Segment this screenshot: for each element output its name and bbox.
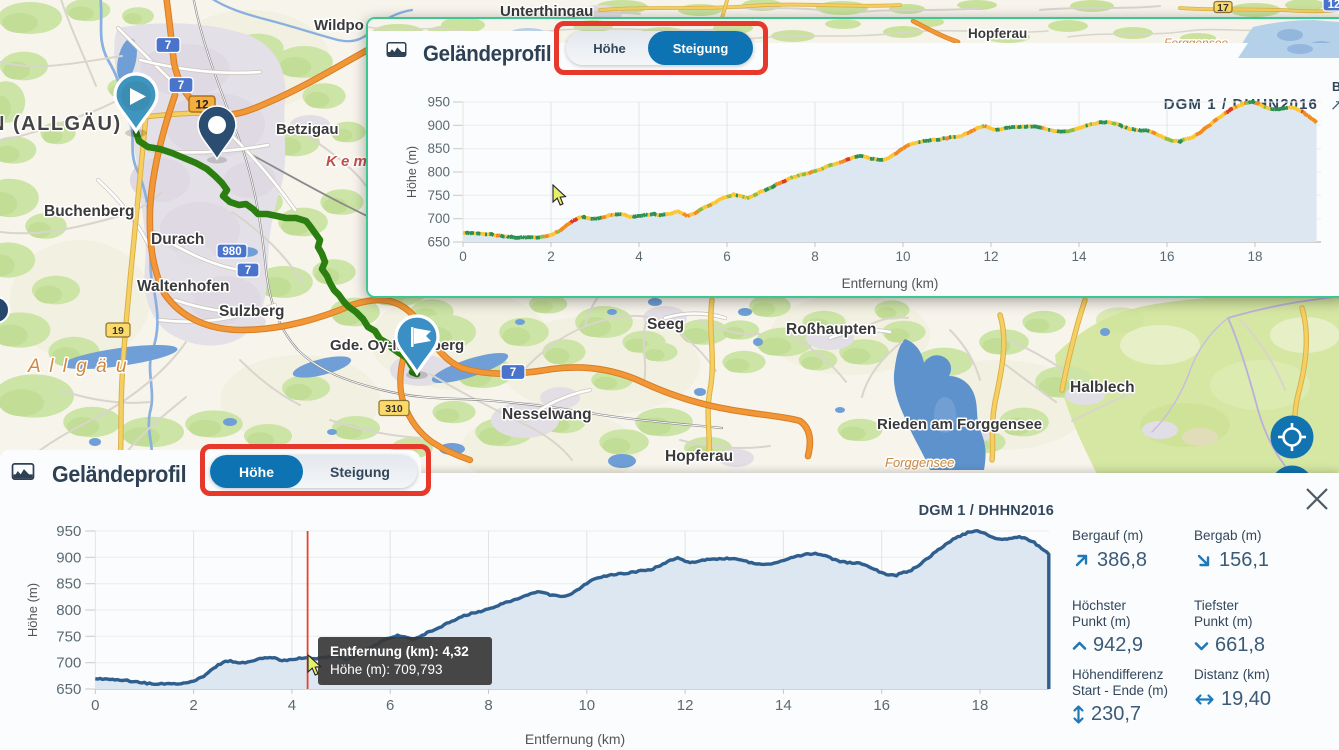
svg-text:0: 0 — [91, 697, 99, 714]
svg-text:750: 750 — [427, 188, 450, 203]
svg-text:800: 800 — [427, 165, 450, 180]
svg-text:18: 18 — [1247, 249, 1262, 264]
svg-text:17: 17 — [1217, 2, 1229, 14]
svg-text:700: 700 — [56, 655, 81, 672]
svg-text:Sulzberg: Sulzberg — [219, 303, 284, 320]
svg-text:0: 0 — [459, 249, 467, 264]
svg-text:700: 700 — [427, 211, 450, 226]
svg-text:650: 650 — [427, 235, 450, 250]
svg-text:6: 6 — [723, 249, 731, 264]
svg-text:10: 10 — [578, 697, 595, 714]
svg-text:Buchenberg: Buchenberg — [44, 203, 134, 220]
svg-text:K e m: K e m — [326, 153, 367, 170]
svg-text:10: 10 — [895, 249, 910, 264]
svg-text:Rieden am Forggensee: Rieden am Forggensee — [877, 416, 1042, 433]
svg-text:14: 14 — [775, 697, 792, 714]
svg-text:Wildpo: Wildpo — [314, 17, 364, 34]
svg-text:12: 12 — [1328, 0, 1339, 11]
svg-text:Seeg: Seeg — [647, 316, 684, 333]
svg-text:Hopferau: Hopferau — [665, 448, 733, 465]
svg-text:Roßhaupten: Roßhaupten — [786, 321, 876, 338]
svg-text:Entfernung (km): Entfernung (km) — [525, 731, 625, 747]
svg-text:7: 7 — [165, 40, 171, 52]
svg-text:4: 4 — [635, 249, 643, 264]
svg-text:16: 16 — [1159, 249, 1174, 264]
svg-text:Halblech: Halblech — [1070, 379, 1135, 396]
svg-text:16: 16 — [873, 697, 890, 714]
svg-text:12: 12 — [195, 98, 209, 112]
svg-text:310: 310 — [385, 403, 403, 415]
svg-text:Durach: Durach — [151, 231, 204, 248]
svg-text:Betzigau: Betzigau — [276, 121, 339, 138]
svg-text:12: 12 — [677, 697, 694, 714]
svg-text:Höhe (m): Höhe (m) — [405, 146, 419, 198]
svg-text:18: 18 — [972, 697, 989, 714]
svg-text:Entfernung (km): Entfernung (km) — [842, 276, 939, 291]
svg-text:Nesselwang: Nesselwang — [502, 406, 592, 423]
svg-text:19: 19 — [112, 325, 124, 337]
svg-text:4: 4 — [288, 697, 296, 714]
svg-text:6: 6 — [386, 697, 394, 714]
svg-text:850: 850 — [56, 576, 81, 593]
svg-text:850: 850 — [427, 141, 450, 156]
svg-text:8: 8 — [484, 697, 492, 714]
svg-text:12: 12 — [983, 249, 998, 264]
svg-text:900: 900 — [56, 549, 81, 566]
svg-text:14: 14 — [1071, 249, 1087, 264]
svg-text:950: 950 — [56, 523, 81, 540]
svg-text:2: 2 — [189, 697, 197, 714]
svg-text:980: 980 — [222, 246, 241, 258]
svg-text:Höhe (m): Höhe (m) — [25, 583, 40, 637]
svg-text:900: 900 — [427, 118, 450, 133]
svg-text:750: 750 — [56, 628, 81, 645]
svg-text:Waltenhofen: Waltenhofen — [137, 278, 229, 295]
svg-text:Hopferau: Hopferau — [968, 26, 1027, 41]
svg-text:7: 7 — [178, 80, 184, 92]
svg-text:7: 7 — [510, 367, 516, 379]
svg-text:950: 950 — [427, 95, 450, 110]
svg-text:800: 800 — [56, 602, 81, 619]
svg-text:2: 2 — [547, 249, 555, 264]
svg-text:Forggensee: Forggensee — [885, 455, 954, 470]
svg-text:A l l g ä u: A l l g ä u — [27, 356, 129, 377]
svg-text:Unterthingau: Unterthingau — [500, 3, 593, 20]
svg-text:7: 7 — [245, 265, 251, 277]
svg-text:8: 8 — [811, 249, 819, 264]
svg-text:650: 650 — [56, 681, 81, 698]
svg-text:N (ALLGÄU): N (ALLGÄU) — [0, 112, 122, 135]
